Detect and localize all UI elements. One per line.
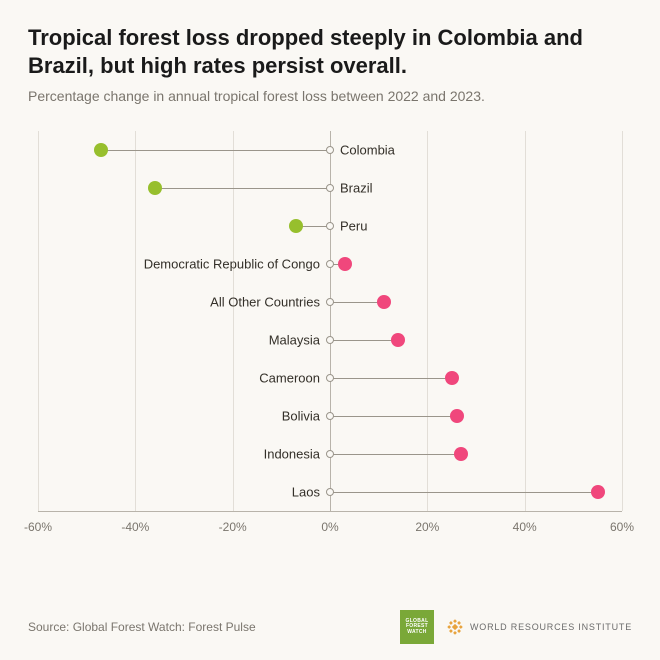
data-row: Cameroon bbox=[38, 359, 622, 397]
lollipop-stem bbox=[330, 302, 384, 303]
row-label: Cameroon bbox=[259, 370, 320, 385]
data-row: Indonesia bbox=[38, 435, 622, 473]
footer: Source: Global Forest Watch: Forest Puls… bbox=[28, 610, 632, 644]
data-row: Democratic Republic of Congo bbox=[38, 245, 622, 283]
data-row: Peru bbox=[38, 207, 622, 245]
data-row: Colombia bbox=[38, 131, 622, 169]
origin-dot bbox=[326, 222, 334, 230]
value-dot bbox=[148, 181, 162, 195]
chart-area: Colombia Brazil Peru Democratic Republic of… bbox=[38, 131, 622, 551]
lollipop-stem bbox=[330, 340, 398, 341]
data-row: Malaysia bbox=[38, 321, 622, 359]
value-dot bbox=[454, 447, 468, 461]
logo-group: GLOBAL FOREST WATCH WORLD RESOURCES INST… bbox=[400, 610, 632, 644]
lollipop-stem bbox=[330, 416, 457, 417]
x-axis: -60%-40%-20%0%20%40%60% bbox=[38, 511, 622, 551]
row-label: All Other Countries bbox=[210, 294, 320, 309]
origin-dot bbox=[326, 260, 334, 268]
data-row: Laos bbox=[38, 473, 622, 511]
wri-logo: WORLD RESOURCES INSTITUTE bbox=[446, 618, 632, 636]
value-dot bbox=[391, 333, 405, 347]
origin-dot bbox=[326, 298, 334, 306]
origin-dot bbox=[326, 146, 334, 154]
lollipop-stem bbox=[330, 492, 598, 493]
data-row: Bolivia bbox=[38, 397, 622, 435]
wri-label: WORLD RESOURCES INSTITUTE bbox=[470, 622, 632, 632]
data-row: All Other Countries bbox=[38, 283, 622, 321]
value-dot bbox=[591, 485, 605, 499]
row-label: Colombia bbox=[340, 142, 395, 157]
origin-dot bbox=[326, 412, 334, 420]
row-label: Malaysia bbox=[269, 332, 320, 347]
row-label: Democratic Republic of Congo bbox=[144, 256, 320, 271]
origin-dot bbox=[326, 488, 334, 496]
row-label: Peru bbox=[340, 218, 367, 233]
data-row: Brazil bbox=[38, 169, 622, 207]
x-tick-label: 60% bbox=[610, 520, 634, 534]
row-label: Laos bbox=[292, 484, 320, 499]
gfw-logo: GLOBAL FOREST WATCH bbox=[400, 610, 434, 644]
lollipop-stem bbox=[101, 150, 330, 151]
value-dot bbox=[450, 409, 464, 423]
wri-icon bbox=[446, 618, 464, 636]
x-tick-label: 40% bbox=[513, 520, 537, 534]
origin-dot bbox=[326, 184, 334, 192]
x-tick-label: -60% bbox=[24, 520, 52, 534]
x-tick-label: 20% bbox=[415, 520, 439, 534]
row-label: Bolivia bbox=[282, 408, 320, 423]
lollipop-stem bbox=[155, 188, 330, 189]
value-dot bbox=[377, 295, 391, 309]
origin-dot bbox=[326, 336, 334, 344]
row-label: Indonesia bbox=[264, 446, 320, 461]
x-tick-label: 0% bbox=[321, 520, 338, 534]
value-dot bbox=[94, 143, 108, 157]
lollipop-stem bbox=[330, 378, 452, 379]
chart-subtitle: Percentage change in annual tropical for… bbox=[28, 87, 632, 107]
origin-dot bbox=[326, 450, 334, 458]
origin-dot bbox=[326, 374, 334, 382]
value-dot bbox=[445, 371, 459, 385]
value-dot bbox=[289, 219, 303, 233]
x-tick-label: -40% bbox=[121, 520, 149, 534]
gridline bbox=[622, 131, 623, 511]
row-label: Brazil bbox=[340, 180, 373, 195]
chart-title: Tropical forest loss dropped steeply in … bbox=[28, 24, 632, 79]
x-tick-label: -20% bbox=[219, 520, 247, 534]
lollipop-stem bbox=[330, 454, 461, 455]
value-dot bbox=[338, 257, 352, 271]
source-text: Source: Global Forest Watch: Forest Puls… bbox=[28, 620, 256, 634]
